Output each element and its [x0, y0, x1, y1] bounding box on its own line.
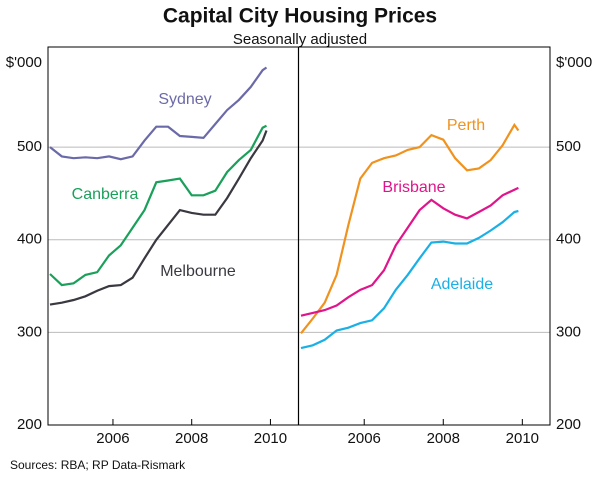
x-tick-label: 2010	[254, 430, 287, 447]
chart-subtitle: Seasonally adjusted	[233, 31, 367, 48]
series-line	[49, 130, 268, 306]
y-axis-label: $'000	[556, 54, 592, 71]
y-tick-label: 400	[556, 231, 581, 248]
series-label: Adelaide	[431, 276, 493, 293]
source-note: Sources: RBA; RP Data-Rismark	[10, 458, 186, 472]
chart-title: Capital City Housing Prices	[163, 5, 437, 28]
series-label: Perth	[447, 117, 485, 134]
x-tick-label: 2008	[427, 430, 460, 447]
series-label: Melbourne	[160, 263, 236, 280]
series-label: Canberra	[72, 186, 139, 203]
y-tick-label: 500	[17, 138, 42, 155]
y-tick-label: 300	[17, 323, 42, 340]
series-label: Sydney	[158, 91, 211, 108]
series-line	[300, 209, 519, 350]
series-line	[49, 124, 267, 287]
series-line	[300, 186, 519, 317]
x-tick-label: 2008	[175, 430, 208, 447]
series-label: Brisbane	[382, 179, 445, 196]
y-tick-label: 200	[556, 416, 581, 433]
y-tick-label: 500	[556, 138, 581, 155]
x-tick-label: 2010	[506, 430, 539, 447]
y-axis-label: $'000	[6, 54, 42, 71]
y-tick-label: 400	[17, 231, 42, 248]
series-line	[49, 66, 268, 161]
x-tick-label: 2006	[96, 430, 129, 447]
x-tick-label: 2006	[348, 430, 381, 447]
y-tick-label: 300	[556, 323, 581, 340]
series-line	[300, 122, 520, 334]
y-tick-label: 200	[17, 416, 42, 433]
